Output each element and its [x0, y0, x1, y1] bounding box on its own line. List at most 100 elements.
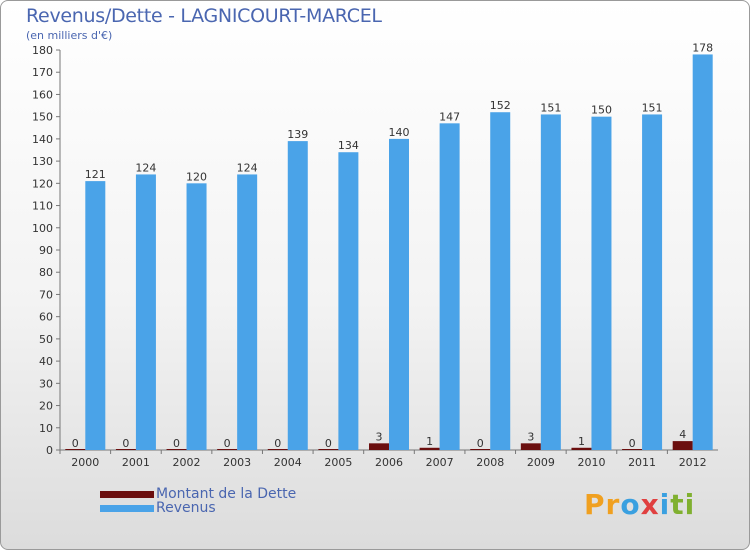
bar-revenus	[389, 138, 409, 450]
bar-dette	[622, 449, 643, 450]
logo-letter: r	[605, 488, 621, 521]
x-tick-label: 2001	[122, 456, 150, 469]
bar-revenus	[642, 114, 663, 450]
chart-subtitle: (en milliers d'€)	[26, 29, 113, 42]
y-tick-label: 120	[32, 177, 53, 190]
data-label-dette: 3	[527, 430, 534, 443]
bar-dette	[267, 449, 288, 450]
data-label-dette: 0	[122, 437, 129, 450]
proxiti-logo: Proxiti	[584, 488, 695, 521]
data-label-revenus: 124	[135, 161, 156, 174]
data-label-revenus: 178	[692, 41, 713, 54]
bar-revenus	[237, 174, 258, 450]
x-tick-label: 2012	[679, 456, 707, 469]
data-label-dette: 1	[578, 435, 585, 448]
data-label-dette: 0	[325, 437, 332, 450]
chart-title: Revenus/Dette - LAGNICOURT-MARCEL	[26, 5, 382, 27]
data-label-dette: 3	[376, 430, 383, 443]
x-tick-label: 2002	[173, 456, 201, 469]
x-tick-label: 2007	[426, 456, 454, 469]
y-tick-label: 80	[39, 266, 53, 279]
y-tick-label: 40	[39, 355, 53, 368]
logo-letter: x	[640, 488, 660, 521]
data-label-dette: 0	[274, 437, 281, 450]
bar-revenus	[591, 116, 612, 451]
y-tick-label: 70	[39, 288, 53, 301]
x-tick-label: 2004	[274, 456, 302, 469]
bar-dette	[470, 449, 491, 450]
y-tick-label: 130	[32, 155, 53, 168]
y-tick-label: 10	[39, 422, 53, 435]
y-tick-label: 140	[32, 133, 53, 146]
bar-revenus	[490, 112, 511, 450]
x-tick-label: 2006	[375, 456, 403, 469]
bar-revenus	[540, 114, 561, 450]
bar-revenus	[186, 183, 207, 451]
y-tick-label: 150	[32, 111, 53, 124]
y-tick-label: 0	[46, 444, 53, 457]
data-label-revenus: 151	[540, 101, 561, 114]
data-label-revenus: 139	[287, 128, 308, 141]
y-tick-label: 180	[32, 44, 53, 57]
bar-dette	[166, 449, 187, 450]
bar-revenus	[692, 54, 713, 450]
bar-dette	[369, 443, 389, 450]
data-label-dette: 0	[224, 437, 231, 450]
data-label-dette: 0	[173, 437, 180, 450]
y-tick-label: 50	[39, 333, 53, 346]
bar-dette	[419, 447, 440, 450]
y-tick-label: 30	[39, 377, 53, 390]
bar-dette	[65, 449, 86, 450]
data-label-revenus: 124	[237, 161, 258, 174]
data-label-revenus: 120	[186, 170, 207, 183]
bar-dette	[571, 447, 592, 450]
data-label-dette: 1	[426, 435, 433, 448]
bar-revenus	[287, 141, 308, 450]
x-tick-label: 2008	[476, 456, 504, 469]
x-tick-label: 2003	[223, 456, 251, 469]
x-tick-label: 2000	[71, 456, 99, 469]
bar-dette	[217, 449, 238, 450]
data-label-dette: 0	[72, 437, 79, 450]
bar-dette	[115, 449, 136, 450]
data-label-revenus: 134	[338, 139, 359, 152]
x-tick-label: 2010	[577, 456, 605, 469]
bar-dette	[672, 441, 693, 450]
legend-label-revenus: Revenus	[156, 500, 216, 516]
data-label-dette: 0	[477, 437, 484, 450]
data-label-revenus: 151	[642, 101, 663, 114]
x-tick-label: 2009	[527, 456, 555, 469]
y-tick-label: 60	[39, 311, 53, 324]
bar-revenus	[338, 152, 359, 450]
logo-letter: t	[670, 488, 685, 521]
y-tick-label: 110	[32, 200, 53, 213]
legend-swatch-revenus	[100, 505, 154, 512]
bar-dette	[318, 449, 339, 450]
y-tick-label: 90	[39, 244, 53, 257]
legend-swatch-dette	[100, 491, 154, 498]
data-label-revenus: 152	[490, 99, 511, 112]
bar-revenus	[135, 174, 156, 450]
logo-letter: i	[659, 488, 671, 521]
data-label-dette: 0	[629, 437, 636, 450]
logo-letter: o	[620, 488, 641, 521]
y-tick-label: 100	[32, 222, 53, 235]
data-label-revenus: 147	[439, 110, 460, 123]
logo-letter: i	[684, 488, 696, 521]
y-tick-label: 20	[39, 400, 53, 413]
data-label-revenus: 121	[85, 168, 106, 181]
bar-dette	[520, 443, 541, 450]
x-tick-label: 2011	[628, 456, 656, 469]
data-label-dette: 4	[679, 428, 686, 441]
bar-revenus	[439, 123, 460, 450]
bar-revenus	[85, 181, 106, 450]
y-tick-label: 170	[32, 66, 53, 79]
data-label-revenus: 150	[591, 104, 612, 117]
y-tick-label: 160	[32, 88, 53, 101]
legend-label-dette: Montant de la Dette	[156, 486, 297, 502]
x-tick-label: 2005	[324, 456, 352, 469]
logo-letter: P	[584, 488, 606, 521]
data-label-revenus: 140	[389, 126, 410, 139]
